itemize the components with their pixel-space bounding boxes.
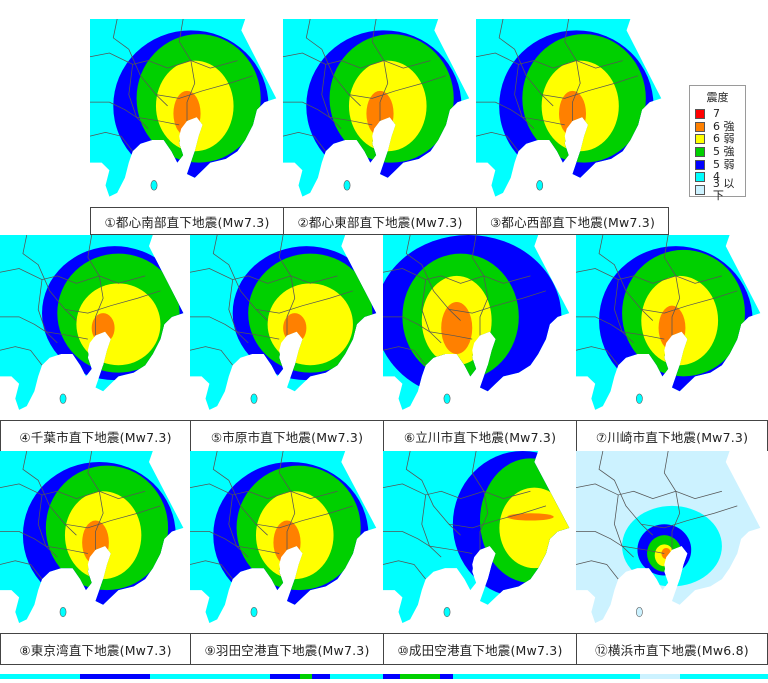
panel-caption: ③都心西部直下地震(Mw7.3) [476,207,669,235]
panel-caption: ①都心南部直下地震(Mw7.3) [90,207,284,235]
intensity-map [190,235,384,421]
panel-9: ⑨羽田空港直下地震(Mw7.3) [190,451,384,665]
legend-label: 5 強 [713,145,735,159]
legend-swatch [695,172,705,183]
legend-swatch [695,109,705,120]
legend-item: 4 [690,171,745,184]
panel-caption: ⑨羽田空港直下地震(Mw7.3) [190,633,384,665]
legend-item: 3 以下 [690,177,745,201]
legend-swatch [695,147,705,158]
kanto-intensity-svg [283,19,477,208]
kanto-intensity-svg [576,235,768,421]
legend-label: 7 [713,107,720,121]
intensity-map [90,19,284,208]
intensity-map [576,235,768,421]
kanto-intensity-svg [0,235,191,421]
panel-5: ⑤市原市直下地震(Mw7.3) [190,235,384,452]
panel-3: ③都心西部直下地震(Mw7.3) [476,19,669,235]
kanto-intensity-svg [383,451,577,634]
kanto-intensity-svg [383,235,577,421]
legend-swatch [695,134,705,145]
panel-caption: ⑥立川市直下地震(Mw7.3) [383,420,577,452]
legend-swatch [695,121,705,132]
intensity-map [383,235,577,421]
legend-item: 6 弱 [690,133,745,146]
kanto-intensity-svg [190,235,384,421]
legend-item: 6 強 [690,119,745,134]
legend-item: 5 強 [690,146,745,159]
kanto-intensity-svg [190,451,384,634]
legend-item: 5 弱 [690,158,745,171]
legend-item: 7 [690,108,745,121]
intensity-map [0,451,191,634]
panel-10: ⑩成田空港直下地震(Mw7.3) [383,451,577,665]
next-row-maps-partial [0,664,768,679]
legend-label: 3 以下 [712,176,735,202]
panel-caption: ⑫横浜市直下地震(Mw6.8) [576,633,768,665]
panel-1: ①都心南部直下地震(Mw7.3) [90,19,284,235]
legend-swatch [695,184,705,195]
legend-label: 5 弱 [713,157,735,171]
panel-8: ⑧東京湾直下地震(Mw7.3) [0,451,191,665]
legend-label: 6 強 [713,119,735,133]
legend-swatch [695,159,705,170]
intensity-map [476,19,669,208]
panel-4: ④千葉市直下地震(Mw7.3) [0,235,191,452]
panel-caption: ⑤市原市直下地震(Mw7.3) [190,420,384,452]
legend-title: 震度 [706,91,729,104]
partial-map-strip [0,674,768,679]
panel-caption: ⑩成田空港直下地震(Mw7.3) [383,633,577,665]
legend-label: 4 [713,170,720,184]
intensity-map [383,451,577,634]
panel-2: ②都心東部直下地震(Mw7.3) [283,19,477,235]
panel-caption: ⑧東京湾直下地震(Mw7.3) [0,633,191,665]
intensity-map [0,235,191,421]
kanto-intensity-svg [0,451,191,634]
panel-6: ⑥立川市直下地震(Mw7.3) [383,235,577,452]
panel-caption: ④千葉市直下地震(Mw7.3) [0,420,191,452]
panel-12: ⑫横浜市直下地震(Mw6.8) [576,451,768,665]
intensity-map [283,19,477,208]
seismic-intensity-legend: 震度 7 6 強 6 弱 5 強 5 弱 4 3 以下 [689,85,746,201]
intensity-map [576,451,768,634]
panel-7: ⑦川崎市直下地震(Mw7.3) [576,235,768,452]
kanto-intensity-svg [576,451,768,634]
panel-caption: ⑦川崎市直下地震(Mw7.3) [576,420,768,452]
kanto-intensity-svg [90,19,284,208]
panel-caption: ②都心東部直下地震(Mw7.3) [283,207,477,235]
intensity-map [190,451,384,634]
legend-label: 6 弱 [713,132,735,146]
kanto-intensity-svg [476,19,669,208]
